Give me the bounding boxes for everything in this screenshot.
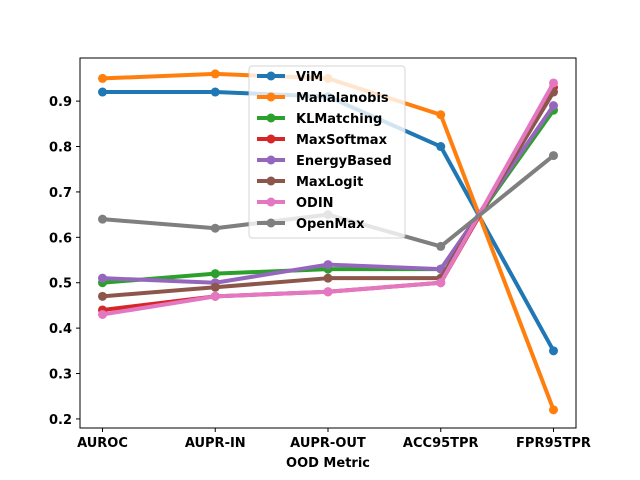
- y-axis: 0.2 0.3 0.4 0.5 0.6 0.7 0.8 0.9: [49, 95, 80, 428]
- data-point-odin: [98, 310, 107, 320]
- legend-label: ViM: [296, 70, 323, 85]
- x-tick-label: ACC95TPR: [403, 436, 479, 451]
- legend-item: EnergyBased: [257, 154, 392, 169]
- legend-marker: [266, 176, 276, 186]
- legend-item: MaxSoftmax: [257, 133, 388, 148]
- x-axis: AUROC AUPR-IN AUPR-OUT ACC95TPR FPR95TPR: [77, 428, 591, 451]
- legend-item: MaxLogit: [257, 175, 363, 190]
- data-point-openmax: [549, 151, 558, 161]
- legend-label: Mahalanobis: [296, 91, 389, 106]
- data-point-maxlogit: [210, 282, 220, 292]
- legend: ViM Mahalanobis KLMatching MaxSoftmax Energy…: [248, 65, 406, 239]
- legend-label: MaxSoftmax: [296, 133, 388, 148]
- data-point-klmatching: [210, 269, 220, 279]
- data-point-energybased: [98, 273, 107, 283]
- legend-label: EnergyBased: [296, 154, 392, 169]
- data-point-odin: [323, 287, 333, 297]
- legend-marker: [266, 134, 276, 144]
- data-point-vim: [549, 346, 558, 356]
- legend-label: ODIN: [296, 196, 334, 211]
- legend-label: KLMatching: [296, 112, 382, 127]
- legend-marker: [266, 197, 276, 207]
- legend-marker: [266, 218, 276, 228]
- y-tick-label: 0.4: [49, 322, 72, 337]
- data-point-mahalanobis: [436, 110, 446, 120]
- data-point-energybased: [323, 260, 333, 270]
- legend-label: OpenMax: [296, 217, 365, 232]
- x-tick-label: AUPR-IN: [185, 436, 246, 451]
- data-point-mahalanobis: [210, 69, 220, 79]
- legend-item: ODIN: [257, 196, 334, 211]
- data-point-odin: [436, 278, 446, 288]
- x-tick-label: AUROC: [77, 436, 128, 451]
- legend-marker: [266, 113, 276, 123]
- y-tick-label: 0.5: [49, 277, 72, 292]
- data-point-vim: [436, 142, 446, 152]
- data-point-mahalanobis: [549, 405, 558, 415]
- legend-marker: [266, 155, 276, 165]
- x-tick-label: AUPR-OUT: [290, 436, 366, 451]
- data-point-odin: [210, 291, 220, 301]
- y-tick-label: 0.2: [49, 413, 72, 428]
- data-point-vim: [210, 87, 220, 97]
- y-tick-label: 0.6: [49, 231, 72, 246]
- y-tick-label: 0.8: [49, 141, 72, 156]
- y-tick-label: 0.3: [49, 368, 72, 383]
- data-point-openmax: [210, 223, 220, 233]
- data-point-maxlogit: [98, 291, 107, 301]
- legend-frame: [248, 65, 406, 239]
- legend-marker: [266, 92, 276, 102]
- y-tick-label: 0.7: [49, 186, 72, 201]
- data-point-maxlogit: [323, 273, 333, 283]
- legend-item: OpenMax: [257, 217, 365, 232]
- legend-item: ViM: [257, 70, 323, 85]
- x-axis-label: OOD Metric: [286, 456, 370, 471]
- data-point-odin: [549, 78, 558, 88]
- x-tick-label: FPR95TPR: [516, 436, 591, 451]
- data-point-energybased: [549, 101, 558, 111]
- data-point-mahalanobis: [98, 73, 107, 83]
- legend-label: MaxLogit: [296, 175, 363, 190]
- y-tick-label: 0.9: [49, 95, 72, 110]
- data-point-vim: [98, 87, 107, 97]
- data-point-openmax: [436, 241, 446, 251]
- data-point-openmax: [98, 214, 107, 224]
- legend-marker: [266, 71, 276, 81]
- legend-item: KLMatching: [257, 112, 382, 127]
- legend-item: Mahalanobis: [257, 91, 389, 106]
